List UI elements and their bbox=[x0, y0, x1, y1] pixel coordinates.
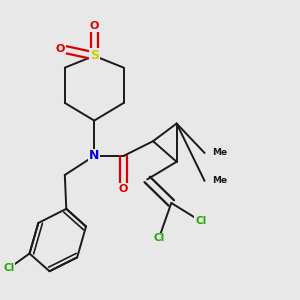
Text: Me: Me bbox=[212, 176, 227, 185]
Text: Cl: Cl bbox=[3, 263, 14, 273]
Text: Me: Me bbox=[212, 148, 227, 158]
Text: O: O bbox=[119, 184, 128, 194]
Text: O: O bbox=[56, 44, 65, 53]
Text: N: N bbox=[89, 149, 99, 162]
Text: Cl: Cl bbox=[153, 233, 165, 243]
Text: S: S bbox=[90, 50, 99, 62]
Text: Cl: Cl bbox=[195, 216, 206, 226]
Text: O: O bbox=[89, 21, 99, 32]
